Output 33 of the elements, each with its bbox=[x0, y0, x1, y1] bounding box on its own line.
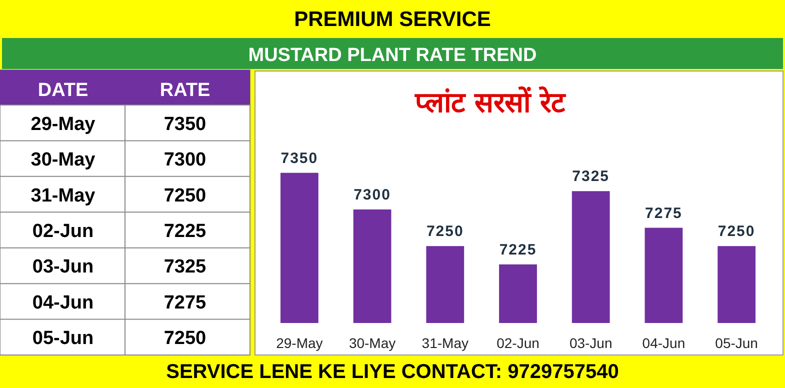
text: 7325 bbox=[164, 256, 207, 278]
text: SERVICE LENE KE LIYE CONTACT: 9729757540 bbox=[166, 361, 619, 383]
text: 7300 bbox=[164, 150, 206, 171]
text: 7275 bbox=[164, 292, 207, 314]
data-label: 7275 bbox=[645, 204, 682, 222]
data-label: 7325 bbox=[572, 168, 610, 186]
text: RATE bbox=[160, 80, 210, 101]
annotation: प्लांट सरसों रेट bbox=[414, 86, 566, 119]
x-tick-label: 03-Jun bbox=[569, 335, 612, 351]
text: 7350 bbox=[164, 114, 206, 135]
data-label: 7225 bbox=[499, 241, 537, 258]
text: 04-Jun bbox=[32, 292, 94, 314]
text: 03-Jun bbox=[32, 256, 94, 278]
x-tick-label: 02-Jun bbox=[496, 335, 540, 351]
x-tick-label: 31-May bbox=[422, 335, 468, 351]
data-label: 7300 bbox=[354, 186, 391, 204]
text: DATE bbox=[38, 80, 88, 101]
data-label: 7250 bbox=[718, 223, 756, 240]
chart-subtitle: MUSTARD PLANT RATE TREND bbox=[248, 45, 537, 66]
text: 29-May bbox=[30, 114, 96, 135]
text: 7250 bbox=[164, 185, 206, 206]
x-tick-label: 30-May bbox=[348, 335, 396, 351]
x-tick-label: 29-May bbox=[276, 335, 323, 351]
x-tick-label: 04-Jun bbox=[642, 335, 686, 351]
data-label: 7350 bbox=[280, 150, 318, 167]
chart-title: PREMIUM SERVICE bbox=[294, 8, 491, 31]
text: 30-May bbox=[30, 150, 96, 171]
data-label: 7250 bbox=[426, 223, 464, 240]
text: 7225 bbox=[164, 221, 207, 242]
x-tick-label: 05-Jun bbox=[715, 335, 758, 351]
text: 7250 bbox=[164, 328, 206, 350]
text: 31-May bbox=[30, 185, 96, 206]
text: 02-Jun bbox=[32, 221, 94, 242]
